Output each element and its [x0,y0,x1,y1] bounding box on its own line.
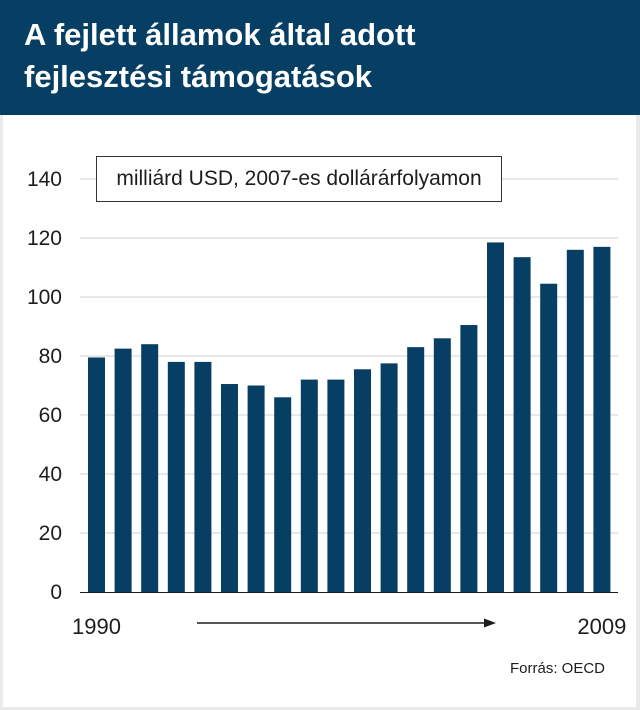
time-direction-arrow [197,618,496,628]
x-tick-label-1990: 1990 [72,614,121,639]
bar-2003 [433,338,451,592]
bar-1993 [167,361,185,592]
chart-header: A fejlett államok által adott fejlesztés… [0,0,640,115]
bar-1992 [141,344,159,592]
unit-label: milliárd USD, 2007-es dollárárfolyamon [96,156,502,202]
bar-1998 [300,379,318,592]
y-tick-label: 100 [27,286,62,309]
gridlines [80,178,618,534]
x-axis-ticks: 1990 2009 [72,614,626,639]
bar-1996 [247,385,265,592]
y-tick-label: 0 [50,581,62,604]
bar-2005 [487,242,504,593]
chart-title-line-1: A fejlett államok által adott [24,17,416,52]
bar-1997 [274,397,292,592]
bars [88,242,611,593]
y-tick-label: 80 [39,345,62,368]
arrow-head [484,618,496,628]
bar-2009 [593,246,611,592]
bar-1999 [327,379,345,592]
y-tick-label: 20 [39,522,62,545]
bar-2007 [540,283,558,592]
source-note: Forrás: OECD [509,660,605,677]
bar-2000 [354,369,371,592]
chart-title-line-2: fejlesztési támogatások [24,59,373,94]
bar-1991 [114,348,132,592]
bar-1994 [194,361,212,592]
y-tick-label: 120 [27,227,62,250]
x-tick-label-2009: 2009 [577,614,626,639]
bar-1990 [88,357,105,592]
bar-2008 [566,249,584,593]
y-axis-ticks: 0 20 40 60 80 100 120 140 [27,168,62,604]
bar-2004 [460,325,478,592]
chart-title: A fejlett államok által adott fejlesztés… [24,14,624,98]
y-tick-label: 140 [27,168,62,191]
bar-2006 [513,257,531,592]
bar-2001 [380,363,398,592]
bar-2002 [407,347,425,592]
bar-1995 [221,384,238,592]
y-tick-label: 60 [39,404,62,427]
y-tick-label: 40 [39,463,62,486]
